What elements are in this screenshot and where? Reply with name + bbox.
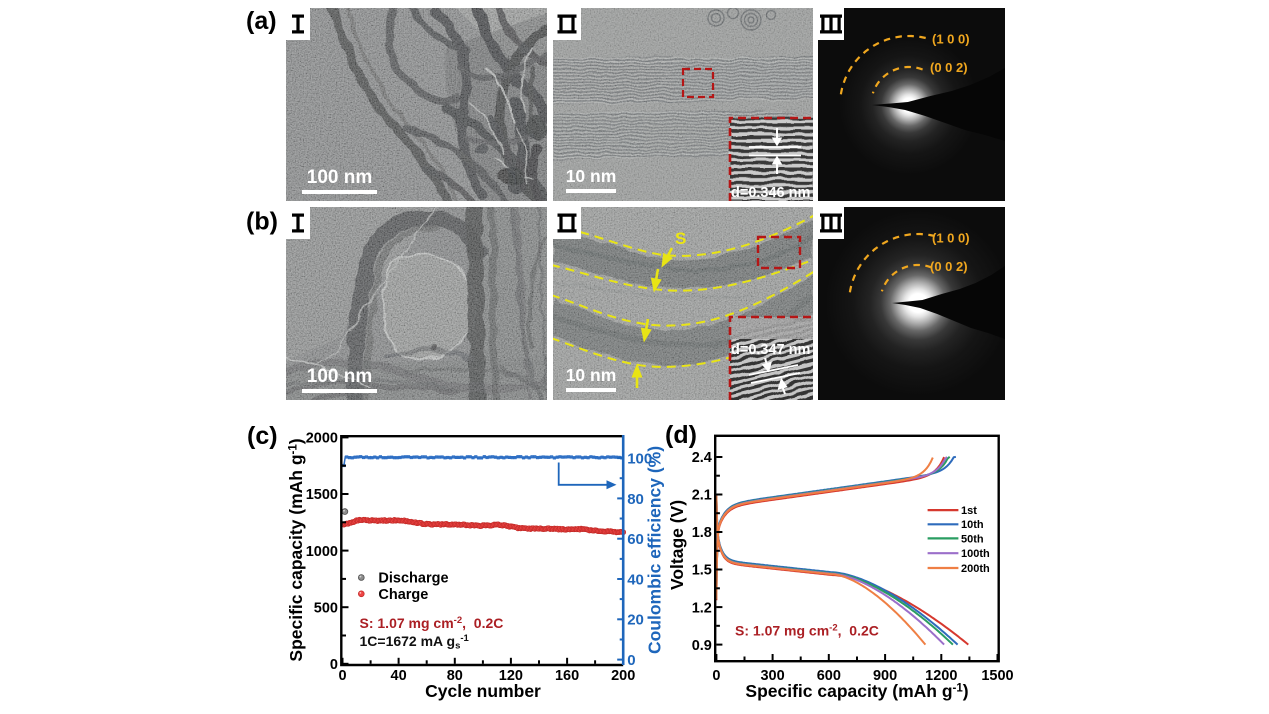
svg-text:S: 1.07 mg cm-2, 0.2C: S: 1.07 mg cm-2, 0.2C: [360, 615, 504, 631]
svg-text:1200: 1200: [925, 668, 957, 684]
svg-text:80: 80: [627, 491, 644, 508]
svg-text:1.5: 1.5: [692, 563, 712, 579]
svg-text:10th: 10th: [961, 519, 984, 531]
svg-text:100 nm: 100 nm: [307, 366, 372, 387]
svg-text:1000: 1000: [306, 544, 338, 560]
svg-text:(0 0 2): (0 0 2): [930, 259, 968, 274]
svg-text:(a): (a): [246, 7, 277, 35]
svg-text:900: 900: [873, 668, 897, 684]
svg-text:0: 0: [712, 668, 720, 684]
svg-text:d=0.346 nm: d=0.346 nm: [731, 185, 810, 201]
svg-text:1500: 1500: [981, 668, 1013, 684]
svg-text:Discharge: Discharge: [378, 571, 448, 587]
svg-text:100th: 100th: [961, 548, 990, 560]
svg-text:160: 160: [555, 668, 579, 684]
svg-text:2.1: 2.1: [692, 488, 712, 504]
svg-text:Specific capacity (mAh g-1): Specific capacity (mAh g-1): [745, 681, 968, 701]
svg-text:(0 0 2): (0 0 2): [930, 60, 968, 75]
svg-text:60: 60: [627, 531, 644, 548]
svg-text:Voltage (V): Voltage (V): [667, 500, 687, 590]
svg-text:100: 100: [627, 451, 652, 468]
svg-text:0: 0: [330, 657, 338, 673]
svg-text:200: 200: [611, 668, 635, 684]
svg-text:10 nm: 10 nm: [566, 166, 617, 186]
svg-text:S: 1.07 mg cm-2, 0.2C: S: 1.07 mg cm-2, 0.2C: [735, 623, 879, 639]
svg-text:1.8: 1.8: [692, 525, 712, 541]
svg-text:0.9: 0.9: [692, 638, 712, 654]
svg-text:40: 40: [627, 571, 644, 588]
svg-text:(c): (c): [247, 422, 278, 450]
svg-text:50th: 50th: [961, 533, 984, 545]
svg-text:500: 500: [314, 600, 338, 616]
svg-text:1.2: 1.2: [692, 600, 712, 616]
svg-text:300: 300: [760, 668, 784, 684]
svg-text:S: S: [675, 229, 686, 248]
svg-text:40: 40: [391, 668, 407, 684]
svg-text:20: 20: [627, 612, 644, 629]
svg-text:2000: 2000: [306, 431, 338, 447]
svg-text:1st: 1st: [961, 505, 977, 517]
svg-text:10 nm: 10 nm: [566, 365, 617, 385]
svg-text:2.4: 2.4: [692, 450, 712, 466]
svg-text:0: 0: [338, 668, 346, 684]
svg-text:1500: 1500: [306, 487, 338, 503]
svg-text:120: 120: [499, 668, 523, 684]
svg-text:600: 600: [817, 668, 841, 684]
svg-text:(b): (b): [246, 208, 278, 236]
svg-text:1C=1672 mA gs-1: 1C=1672 mA gs-1: [360, 633, 470, 652]
svg-text:d=0.347 nm: d=0.347 nm: [731, 342, 810, 358]
svg-text:Coulombic efficiency (%): Coulombic efficiency (%): [645, 446, 665, 654]
svg-text:Cycle number: Cycle number: [425, 681, 541, 701]
svg-text:(1 0 0): (1 0 0): [932, 32, 970, 47]
svg-text:(d): (d): [665, 421, 697, 449]
svg-text:(1 0 0): (1 0 0): [932, 231, 970, 246]
svg-text:0: 0: [627, 652, 635, 669]
svg-text:Charge: Charge: [378, 587, 428, 603]
svg-text:200th: 200th: [961, 563, 990, 575]
svg-text:80: 80: [447, 668, 463, 684]
svg-text:Specific capacity (mAh g-1): Specific capacity (mAh g-1): [286, 438, 306, 661]
svg-text:100 nm: 100 nm: [307, 167, 372, 188]
